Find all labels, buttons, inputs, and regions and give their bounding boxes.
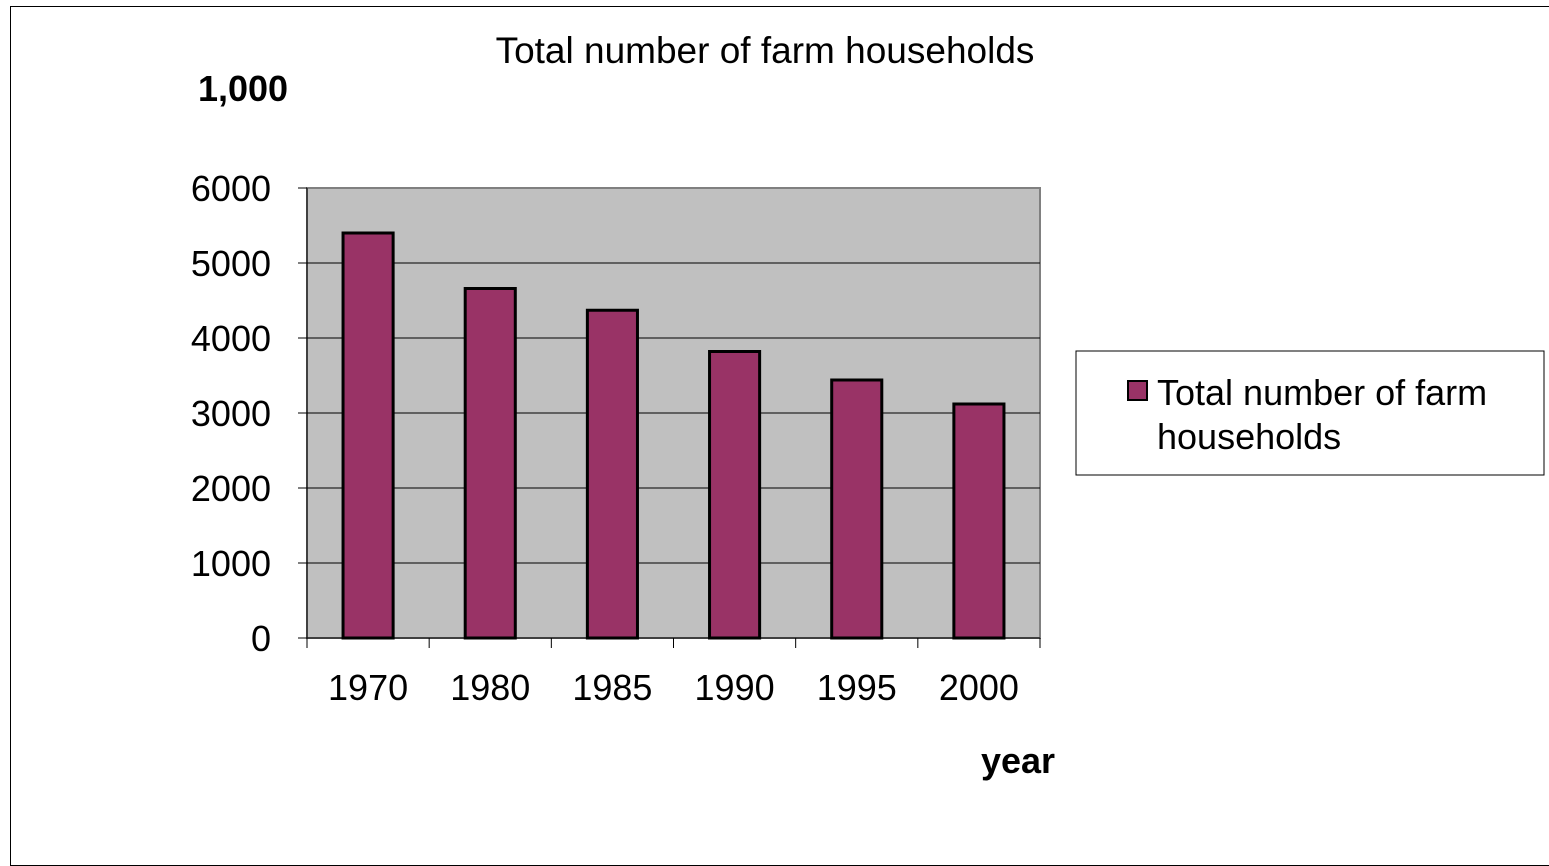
chart-title: Total number of farm households (496, 30, 1035, 71)
x-tick-label: 2000 (939, 667, 1019, 708)
y-tick-label: 0 (251, 618, 271, 659)
bar-1980 (463, 287, 517, 640)
bar-chart: Total number of farm households 1,000 ye… (191, 30, 1545, 781)
x-axis-label: year (981, 740, 1055, 781)
bar-1970 (341, 231, 395, 640)
legend-label-line: households (1157, 416, 1341, 457)
legend-swatch (1127, 380, 1148, 401)
legend-label: Total number of farm households (1157, 372, 1487, 457)
x-tick-label: 1970 (328, 667, 408, 708)
bars (341, 231, 1006, 640)
axes (298, 187, 1041, 648)
bar-1985 (585, 308, 639, 640)
y-tick-label: 2000 (191, 468, 271, 509)
bar-1990 (708, 350, 762, 640)
x-tick-label: 1990 (695, 667, 775, 708)
x-tick-label: 1980 (450, 667, 530, 708)
y-tick-label: 5000 (191, 243, 271, 284)
y-tick-label: 6000 (191, 168, 271, 209)
y-tick-label: 3000 (191, 393, 271, 434)
y-tick-label: 4000 (191, 318, 271, 359)
y-axis-unit-label: 1,000 (198, 68, 288, 109)
x-tick-label: 1995 (817, 667, 897, 708)
y-tick-label: 1000 (191, 543, 271, 584)
x-tick-label: 1985 (572, 667, 652, 708)
bar-2000 (952, 402, 1006, 640)
legend-box (1075, 350, 1545, 476)
legend-label-line: Total number of farm (1157, 372, 1487, 413)
legend: Total number of farm households (1075, 350, 1545, 476)
bar-1995 (830, 378, 884, 640)
y-tick-labels: 0 1000 2000 3000 4000 5000 6000 (191, 168, 271, 659)
x-tick-labels: 1970 1980 1985 1990 1995 2000 (328, 667, 1019, 708)
gridlines (307, 262, 1040, 564)
